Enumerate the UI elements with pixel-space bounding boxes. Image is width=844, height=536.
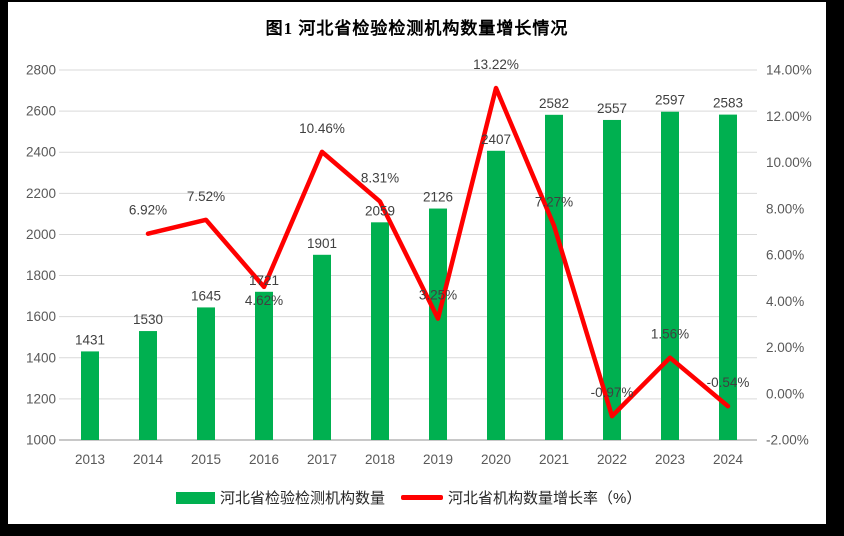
right-axis-tick: -2.00% <box>766 433 809 448</box>
left-axis-tick: 1800 <box>26 268 56 283</box>
bar-value-label: 1721 <box>249 273 279 288</box>
bar-value-label: 2583 <box>713 96 743 111</box>
right-axis-tick: 14.00% <box>766 63 812 78</box>
bar-value-label: 1530 <box>133 312 163 327</box>
legend-bar-label: 河北省检验检测机构数量 <box>220 490 386 507</box>
line-value-label: 4.62% <box>245 293 283 308</box>
x-axis-tick: 2022 <box>597 452 627 467</box>
bar <box>545 114 563 441</box>
right-axis-tick: 8.00% <box>766 201 804 216</box>
left-axis-tick: 2600 <box>26 104 56 119</box>
bar-value-label: 2059 <box>365 203 395 218</box>
bar <box>313 254 331 440</box>
x-axis-tick: 2013 <box>75 452 105 467</box>
bar <box>719 114 737 440</box>
left-axis-tick: 2000 <box>26 227 56 242</box>
right-axis-tick: 12.00% <box>766 109 812 124</box>
left-axis-tick: 1200 <box>26 391 56 406</box>
x-axis-tick: 2024 <box>713 452 744 467</box>
line-value-label: 7.27% <box>535 195 573 210</box>
legend-line-swatch <box>401 495 444 500</box>
x-axis-tick: 2023 <box>655 452 685 467</box>
right-axis-tick: 0.00% <box>766 386 804 401</box>
bar-value-label: 2582 <box>539 96 569 111</box>
x-axis-tick: 2016 <box>249 452 279 467</box>
right-axis-tick: 2.00% <box>766 340 804 355</box>
line-value-label: 10.46% <box>299 121 345 136</box>
right-axis-tick: 6.00% <box>766 248 804 263</box>
left-axis-tick: 1600 <box>26 309 56 324</box>
bar-value-label: 2597 <box>655 93 685 108</box>
chart-legend: 河北省检验检测机构数量 河北省机构数量增长率（%） <box>176 487 643 508</box>
bar <box>197 307 215 440</box>
line-value-label: 3.25% <box>419 288 457 303</box>
bar <box>139 331 157 440</box>
bar-value-label: 1431 <box>75 332 105 347</box>
bar-value-label: 2557 <box>597 101 627 116</box>
x-axis-tick: 2015 <box>191 452 221 467</box>
x-axis-tick: 2018 <box>365 452 395 467</box>
left-axis-tick: 2800 <box>26 63 56 78</box>
left-axis-tick: 1400 <box>26 350 56 365</box>
bar-value-label: 1645 <box>191 288 221 303</box>
line-value-label: 7.52% <box>187 189 225 204</box>
chart-title: 图1 河北省检验检测机构数量增长情况 <box>265 19 569 38</box>
left-axis-tick: 2200 <box>26 186 56 201</box>
left-axis-tick: 2400 <box>26 145 56 160</box>
x-axis-tick: 2017 <box>307 452 337 467</box>
line-value-label: 13.22% <box>473 57 519 72</box>
bar <box>371 222 389 440</box>
x-axis-tick: 2014 <box>133 452 164 467</box>
bar-value-label: 2407 <box>481 132 511 147</box>
bar <box>81 351 99 440</box>
growth-line <box>145 85 731 419</box>
bar-value-label: 2126 <box>423 190 453 205</box>
line-value-label: 6.92% <box>129 203 167 218</box>
line-value-label: 8.31% <box>361 171 399 186</box>
legend-bar-swatch <box>176 491 215 504</box>
x-axis-tick: 2020 <box>481 452 511 467</box>
left-axis-tick: 1000 <box>26 433 56 448</box>
legend-line-label: 河北省机构数量增长率（%） <box>448 490 642 507</box>
bar <box>603 119 621 440</box>
x-axis-tick: 2019 <box>423 452 453 467</box>
x-axis-tick: 2021 <box>539 452 569 467</box>
line-value-label: 1.56% <box>651 327 689 342</box>
line-value-label: -0.97% <box>591 385 634 400</box>
right-axis-tick: 10.00% <box>766 155 812 170</box>
bar <box>429 208 447 440</box>
bar <box>255 291 273 440</box>
right-axis-tick: 4.00% <box>766 294 804 309</box>
bar <box>487 150 505 441</box>
bar-value-label: 1901 <box>307 236 337 251</box>
bar <box>661 111 679 440</box>
line-value-label: -0.54% <box>707 375 750 390</box>
